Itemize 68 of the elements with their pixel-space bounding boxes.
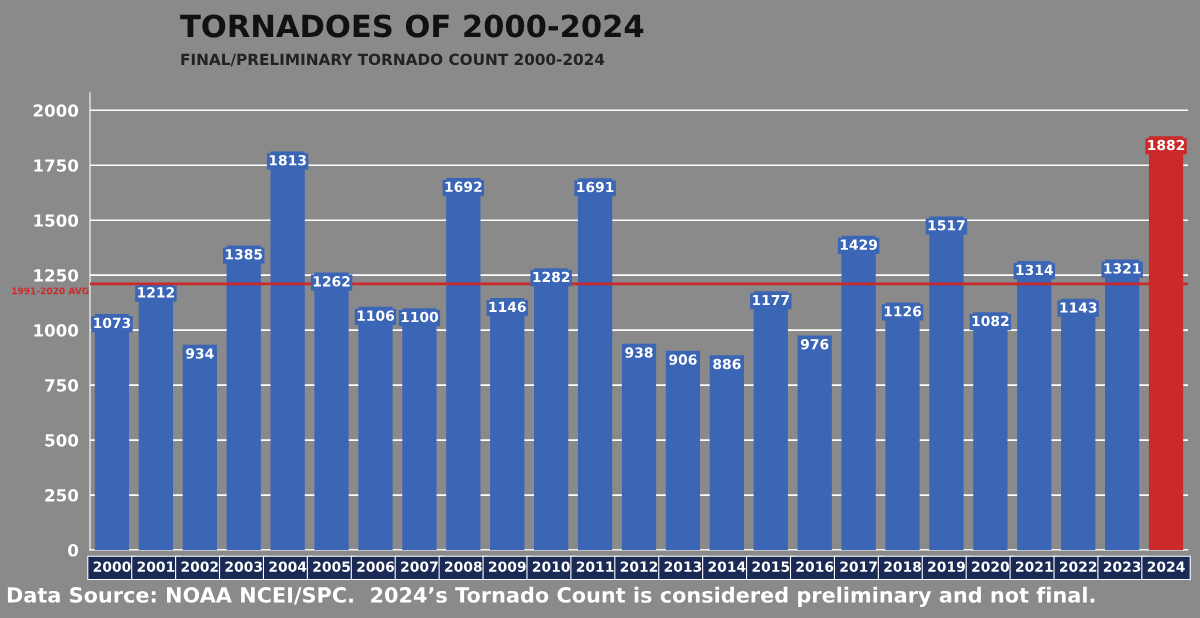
data-label: 886 bbox=[713, 358, 741, 370]
data-label: 1082 bbox=[972, 315, 1009, 327]
x-tick-label: 2001 bbox=[137, 561, 175, 572]
data-label: 1691 bbox=[577, 181, 614, 193]
data-label: 1692 bbox=[445, 181, 482, 193]
y-tick-label: 500 bbox=[45, 434, 79, 447]
data-label: 1282 bbox=[533, 271, 570, 283]
data-label: 1106 bbox=[357, 310, 395, 321]
x-tick-label: 2016 bbox=[796, 561, 834, 572]
data-label: 1385 bbox=[225, 249, 263, 260]
y-tick-label: 1250 bbox=[34, 269, 79, 282]
x-tick-label: 2022 bbox=[1059, 561, 1097, 572]
y-tick-label: 1750 bbox=[34, 159, 79, 172]
x-tick-label: 2009 bbox=[489, 561, 526, 572]
y-tick-label: 750 bbox=[45, 379, 79, 392]
y-tick-label: 2000 bbox=[33, 104, 79, 117]
source-note: Data Source: NOAA NCEI/SPC. 2024’s Tornado Count is considered preliminary and not final. bbox=[7, 586, 1095, 608]
chart-subtitle: FINAL/PRELIMINARY TORNADO COUNT 2000-2024 bbox=[181, 53, 605, 67]
data-label: 1100 bbox=[401, 311, 439, 323]
x-tick-label: 2023 bbox=[1103, 561, 1141, 572]
x-tick-label: 2017 bbox=[840, 561, 877, 572]
x-tick-label: 2004 bbox=[269, 561, 307, 572]
bar bbox=[665, 350, 701, 551]
x-tick-label: 2010 bbox=[532, 561, 570, 572]
data-label: 1143 bbox=[1060, 302, 1097, 313]
x-tick-label: 2024 bbox=[1147, 561, 1185, 572]
bar bbox=[182, 344, 217, 551]
y-tick-label: 1000 bbox=[34, 324, 79, 337]
data-label: 938 bbox=[625, 347, 653, 358]
data-label: 1212 bbox=[138, 287, 174, 298]
x-tick-label: 2000 bbox=[93, 561, 131, 572]
data-label: 1321 bbox=[1104, 263, 1141, 274]
data-label: 1177 bbox=[753, 294, 789, 306]
x-tick-label: 2021 bbox=[1016, 561, 1053, 572]
y-tick-label: 1500 bbox=[34, 214, 79, 227]
data-label: 1262 bbox=[313, 276, 350, 287]
x-tick-label: 2008 bbox=[445, 561, 482, 572]
ref-line-label: 1991-2020 AVG bbox=[12, 287, 89, 295]
x-tick-label: 2011 bbox=[576, 561, 614, 572]
y-tick-label: 0 bbox=[68, 543, 79, 557]
x-tick-label: 2005 bbox=[313, 561, 350, 572]
data-label: 934 bbox=[186, 348, 214, 359]
x-tick-label: 2003 bbox=[225, 561, 262, 572]
data-label: 1314 bbox=[1016, 264, 1053, 276]
data-label: 906 bbox=[669, 354, 697, 365]
data-label: 1146 bbox=[489, 301, 526, 313]
x-tick-label: 2014 bbox=[708, 561, 746, 572]
data-label: 1813 bbox=[269, 154, 306, 166]
x-tick-label: 2015 bbox=[752, 561, 790, 572]
x-tick-label: 2018 bbox=[884, 561, 921, 572]
data-label: 1429 bbox=[840, 239, 878, 250]
x-tick-label: 2013 bbox=[664, 561, 702, 572]
x-tick-label: 2019 bbox=[928, 561, 965, 572]
x-tick-label: 2002 bbox=[181, 561, 218, 572]
x-tick-label: 2006 bbox=[357, 561, 395, 572]
bar bbox=[621, 343, 657, 551]
bar bbox=[709, 355, 744, 551]
data-label: 976 bbox=[800, 338, 829, 350]
x-tick-label: 2020 bbox=[972, 561, 1010, 572]
x-tick-label: 2012 bbox=[620, 561, 658, 572]
x-tick-label: 2007 bbox=[401, 561, 438, 572]
y-tick-label: 250 bbox=[45, 489, 79, 502]
chart-title: TORNADOES OF 2000-2024 bbox=[180, 14, 644, 38]
data-label: 1073 bbox=[94, 317, 131, 329]
data-label: 1126 bbox=[884, 305, 922, 317]
bar bbox=[797, 335, 832, 551]
data-label: 1517 bbox=[928, 220, 965, 231]
data-label: 1882 bbox=[1148, 139, 1185, 151]
